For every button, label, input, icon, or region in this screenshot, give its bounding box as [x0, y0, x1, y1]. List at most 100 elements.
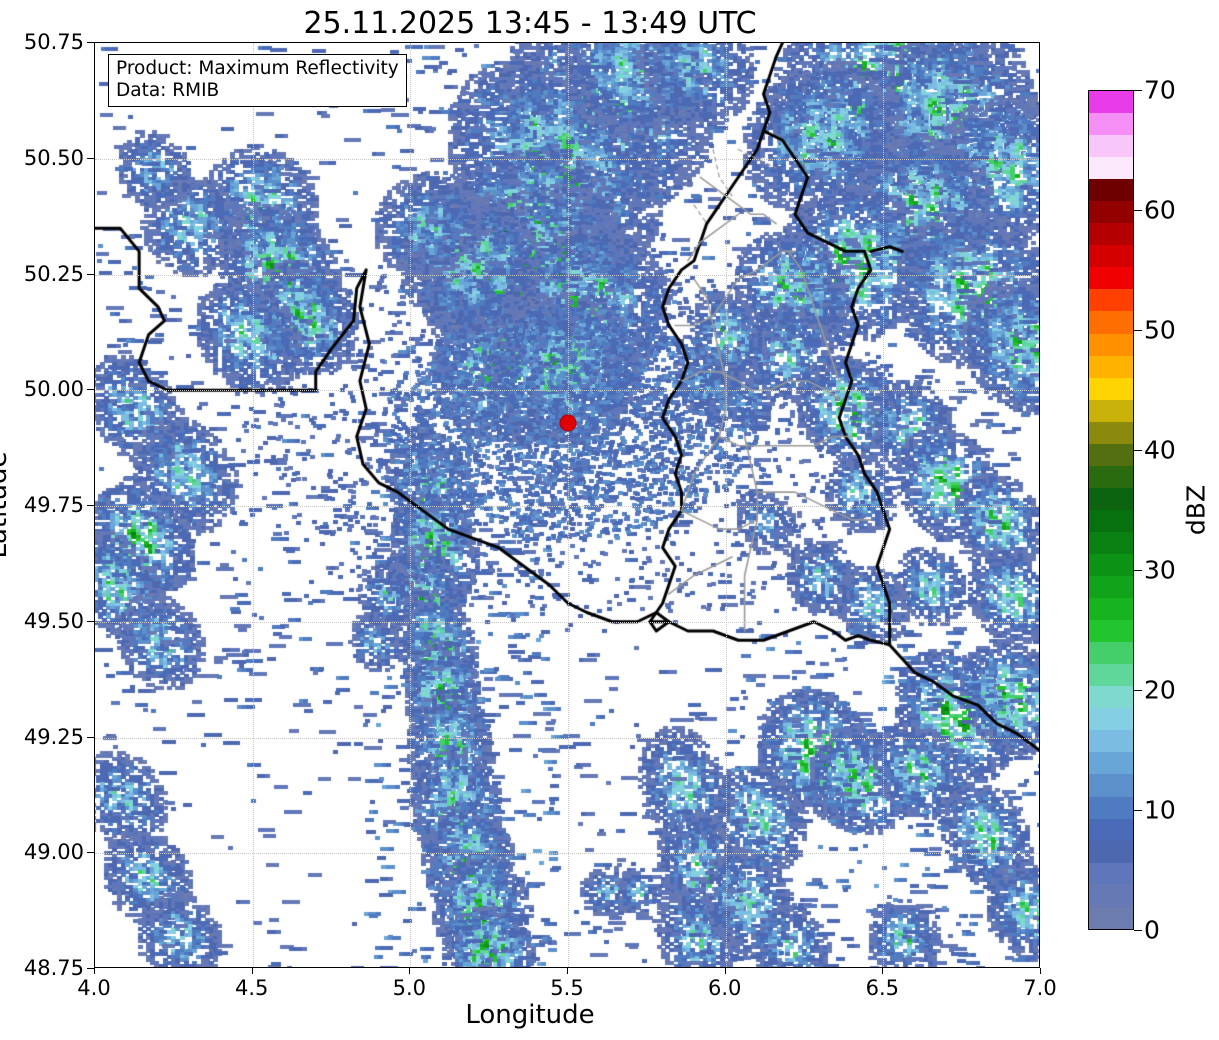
colorbar-segment: [1089, 289, 1133, 312]
colorbar-segment: [1089, 906, 1133, 929]
y-tick: [87, 852, 94, 854]
y-tick: [87, 157, 94, 159]
colorbar-tick: [1134, 210, 1142, 211]
colorbar-segment: [1089, 465, 1133, 488]
colorbar-segment: [1089, 377, 1133, 400]
colorbar-segment: [1089, 576, 1133, 599]
x-tick-label: 4.0: [77, 976, 111, 1000]
gridline-vertical: [410, 43, 412, 967]
colorbar-tick: [1134, 930, 1142, 931]
colorbar-tick: [1134, 810, 1142, 811]
colorbar-segment: [1089, 862, 1133, 885]
colorbar-segment: [1089, 884, 1133, 907]
colorbar-segment: [1089, 113, 1133, 136]
y-tick: [87, 389, 94, 391]
y-axis-label: Latitude: [0, 451, 13, 559]
colorbar-segment: [1089, 664, 1133, 687]
colorbar[interactable]: [1088, 90, 1134, 930]
colorbar-segment: [1089, 598, 1133, 621]
colorbar-segment: [1089, 421, 1133, 444]
colorbar-tick: [1134, 690, 1142, 691]
x-tick-label: 4.5: [234, 976, 269, 1000]
x-tick: [94, 968, 95, 974]
colorbar-tick-label: 10: [1144, 795, 1176, 825]
colorbar-segment: [1089, 355, 1133, 378]
page-title: 25.11.2025 13:45 - 13:49 UTC: [303, 6, 757, 41]
colorbar-segment: [1089, 443, 1133, 466]
colorbar-segment: [1089, 135, 1133, 158]
y-tick: [87, 736, 94, 738]
radar-reflectivity-canvas: [95, 43, 1039, 967]
x-tick: [567, 968, 568, 974]
colorbar-segment: [1089, 333, 1133, 356]
radar-site-marker[interactable]: [559, 414, 577, 432]
colorbar-segment: [1089, 179, 1133, 202]
gridline-vertical: [883, 43, 885, 967]
gridline-horizontal: [95, 390, 1039, 392]
y-tick-label: 50.75: [23, 30, 84, 54]
colorbar-tick: [1134, 570, 1142, 571]
colorbar-segment: [1089, 223, 1133, 246]
gridline-horizontal: [95, 274, 1039, 276]
y-tick-label: 50.00: [23, 377, 84, 402]
x-tick-label: 6.5: [865, 976, 900, 1000]
gridline-horizontal: [95, 621, 1039, 623]
x-tick-label: 6.0: [707, 976, 742, 1000]
gridline-horizontal: [95, 853, 1039, 855]
colorbar-segment: [1089, 686, 1133, 709]
y-tick: [87, 273, 94, 275]
colorbar-segment: [1089, 399, 1133, 422]
colorbar-segment: [1089, 730, 1133, 753]
x-tick: [1040, 968, 1041, 974]
colorbar-segment: [1089, 796, 1133, 819]
colorbar-segment: [1089, 553, 1133, 577]
colorbar-segment: [1089, 840, 1133, 863]
colorbar-tick-label: 40: [1144, 435, 1176, 465]
colorbar-tick: [1134, 90, 1142, 91]
colorbar-segment: [1089, 531, 1133, 554]
y-tick: [87, 968, 94, 969]
x-tick-label: 7.0: [1023, 976, 1057, 1000]
y-tick-label: 49.00: [23, 840, 84, 865]
x-axis-label: Longitude: [465, 1000, 595, 1030]
y-tick-label: 49.75: [23, 493, 84, 517]
y-tick: [87, 620, 94, 622]
colorbar-tick-label: 30: [1144, 555, 1176, 585]
y-tick: [87, 505, 94, 506]
y-tick-label: 48.75: [23, 956, 84, 980]
colorbar-segment: [1089, 91, 1133, 114]
info-product-line: Product: Maximum Reflectivity: [116, 58, 399, 79]
colorbar-segment: [1089, 774, 1133, 797]
colorbar-segment: [1089, 818, 1133, 841]
x-tick-label: 5.0: [392, 976, 427, 1000]
colorbar-tick: [1134, 450, 1142, 451]
x-tick: [724, 968, 726, 974]
gridline-vertical: [252, 43, 254, 967]
gridline-horizontal: [95, 737, 1039, 739]
colorbar-segment: [1089, 509, 1133, 532]
colorbar-segment: [1089, 642, 1133, 665]
colorbar-tick-label: 0: [1144, 915, 1160, 945]
x-tick: [409, 968, 411, 974]
x-tick: [251, 968, 253, 974]
map-plot-area[interactable]: Product: Maximum Reflectivity Data: RMIB: [94, 42, 1040, 968]
colorbar-segment: [1089, 201, 1133, 224]
y-tick: [87, 42, 94, 43]
colorbar-tick-label: 20: [1144, 675, 1176, 705]
colorbar-label: dBZ: [1181, 484, 1211, 536]
colorbar-segment: [1089, 245, 1133, 268]
product-info-box: Product: Maximum Reflectivity Data: RMIB: [108, 54, 407, 107]
gridline-horizontal: [95, 506, 1039, 507]
colorbar-segment: [1089, 267, 1133, 290]
colorbar-tick-label: 50: [1144, 315, 1176, 345]
info-data-line: Data: RMIB: [116, 79, 220, 101]
y-tick-label: 49.50: [23, 608, 84, 633]
gridline-vertical: [568, 43, 569, 967]
colorbar-segment: [1089, 311, 1133, 334]
colorbar-tick-label: 60: [1144, 195, 1176, 225]
gridline-vertical: [725, 43, 727, 967]
colorbar-segment: [1089, 752, 1133, 775]
y-tick-label: 49.25: [23, 724, 84, 749]
colorbar-segment: [1089, 487, 1133, 510]
